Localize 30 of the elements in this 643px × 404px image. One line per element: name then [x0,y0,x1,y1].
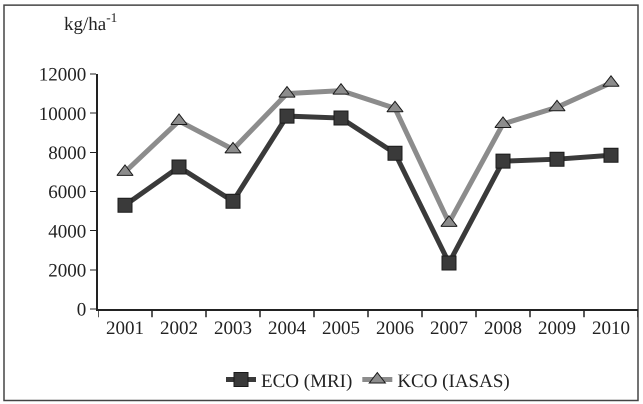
x-tick-label: 2010 [592,318,630,339]
x-tick-label: 2002 [160,318,198,339]
y-tick-label: 10000 [38,104,86,125]
y-tick-label: 4000 [48,221,86,242]
y-tick-label: 8000 [48,142,86,164]
x-tick-label: 2009 [538,318,576,339]
point [280,108,294,124]
x-tick-label: 2006 [376,318,414,339]
point [226,194,240,209]
y-tick-label: 6000 [48,182,86,204]
y-tick-label: 12000 [38,64,86,86]
legend-label: ECO (MRI) [261,370,352,392]
y-axis-title: kg/ha$^{-1}$ [64,10,118,35]
point [496,154,510,169]
y-tick-label: 2000 [48,260,86,282]
point [442,255,456,270]
x-tick-label: 2001 [106,318,144,339]
x-tick-label: 2005 [322,318,360,339]
point [118,198,132,213]
point [334,110,348,126]
x-tick-label: 2008 [484,318,522,339]
x-tick-label: 2003 [214,318,252,339]
point [172,160,186,175]
legend-label: KCO (IASAS) [397,370,510,392]
y-tick-label: 0 [76,300,86,321]
x-tick-label: 2004 [268,318,306,339]
point [604,148,618,163]
point [550,152,564,167]
point [388,146,402,161]
x-tick-label: 2007 [430,318,468,339]
